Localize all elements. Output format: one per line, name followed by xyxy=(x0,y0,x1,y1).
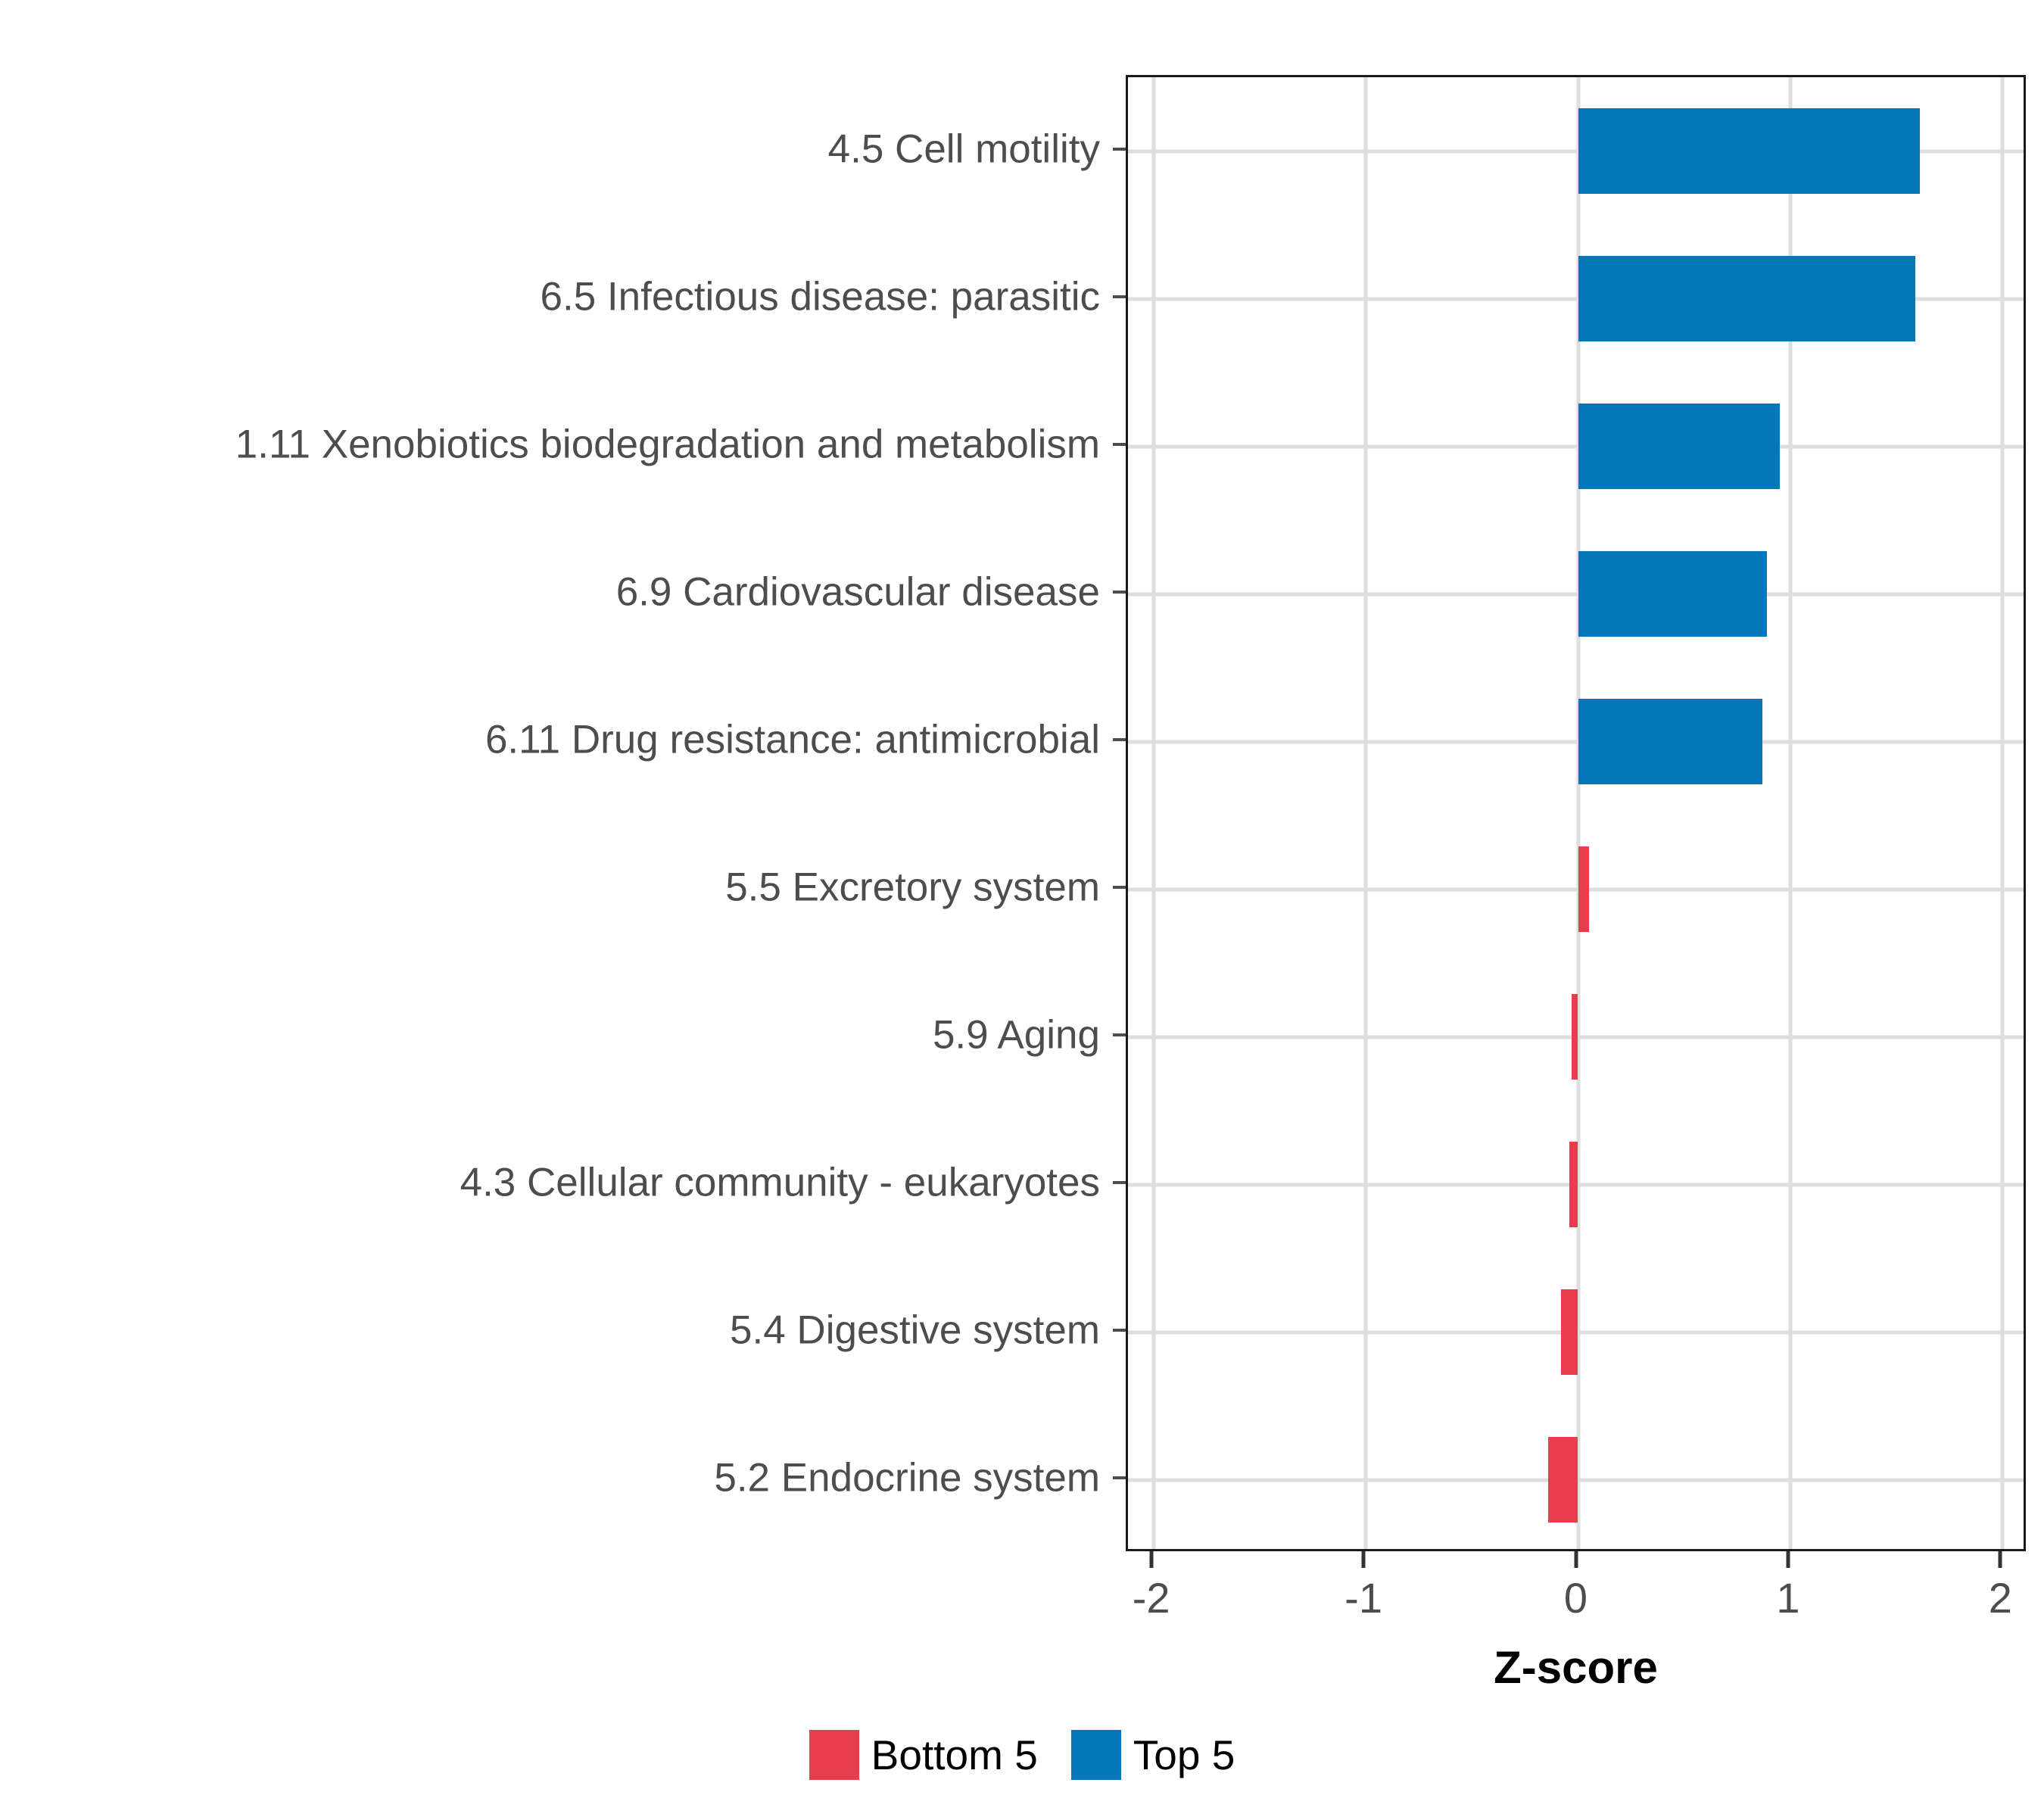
y-axis-tick-mark xyxy=(1113,1476,1126,1479)
x-axis-tick-label: 1 xyxy=(1776,1574,1800,1622)
y-gridline xyxy=(1128,740,2024,743)
y-axis-tick-label: 6.5 Infectious disease: parasitic xyxy=(540,274,1100,319)
x-gridline xyxy=(2000,77,2005,1549)
x-axis-tick-label: -2 xyxy=(1132,1574,1170,1622)
x-axis-tick-mark xyxy=(1998,1551,2002,1568)
plot-panel xyxy=(1126,75,2026,1551)
x-gridline xyxy=(1363,77,1368,1549)
y-axis-tick-label: 5.5 Excretory system xyxy=(725,865,1100,909)
plot-area xyxy=(1128,77,2024,1549)
y-axis-tick-mark xyxy=(1113,1180,1126,1184)
y-gridline xyxy=(1128,592,2024,596)
y-gridline xyxy=(1128,887,2024,891)
y-axis-tick-label: 5.4 Digestive system xyxy=(730,1307,1100,1352)
bar xyxy=(1572,993,1578,1080)
x-axis-tick-mark xyxy=(1574,1551,1578,1568)
legend-label-bottom5: Bottom 5 xyxy=(871,1731,1038,1778)
legend-swatch-bottom5 xyxy=(809,1730,859,1780)
y-gridline xyxy=(1128,444,2024,448)
y-axis-tick-mark xyxy=(1113,1033,1126,1036)
legend-label-top5: Top 5 xyxy=(1133,1731,1235,1778)
bar xyxy=(1578,550,1768,637)
x-axis-tick-label: 0 xyxy=(1563,1574,1588,1622)
y-gridline xyxy=(1128,297,2024,301)
y-axis-tick-label: 5.9 Aging xyxy=(932,1012,1100,1057)
y-gridline xyxy=(1128,149,2024,153)
y-axis-tick-label: 6.9 Cardiovascular disease xyxy=(615,569,1100,614)
y-axis-tick-label: 6.11 Drug resistance: antimicrobial xyxy=(485,717,1100,762)
legend-swatch-top5 xyxy=(1070,1730,1121,1780)
x-axis-tick-mark xyxy=(1361,1551,1366,1568)
y-axis-tick-mark xyxy=(1113,885,1126,889)
bar xyxy=(1548,1436,1578,1523)
x-axis-title: Z-score xyxy=(1494,1642,1658,1693)
y-axis-tick-label: 5.2 Endocrine system xyxy=(714,1455,1100,1500)
bar xyxy=(1578,255,1916,342)
bar xyxy=(1569,1141,1578,1228)
x-gridline xyxy=(1151,77,1156,1549)
y-axis-tick-mark xyxy=(1113,442,1126,446)
bar xyxy=(1578,108,1920,195)
chart-legend: Bottom 5 Top 5 xyxy=(0,1730,2044,1780)
y-axis-tick-label: 4.5 Cell motility xyxy=(827,126,1100,171)
x-axis-tick-label: -1 xyxy=(1344,1574,1382,1622)
y-axis-tick-mark xyxy=(1113,295,1126,298)
x-axis-tick-mark xyxy=(1149,1551,1154,1568)
x-axis-tick-label: 2 xyxy=(1988,1574,2012,1622)
y-axis-tick-mark xyxy=(1113,737,1126,741)
y-axis-tick-mark xyxy=(1113,147,1126,151)
y-axis-tick-mark xyxy=(1113,1328,1126,1332)
bar xyxy=(1578,698,1763,785)
y-axis-tick-mark xyxy=(1113,590,1126,594)
y-axis-tick-label: 1.11 Xenobiotics biodegradation and meta… xyxy=(235,422,1100,466)
bar xyxy=(1561,1289,1578,1376)
x-axis-tick-mark xyxy=(1786,1551,1790,1568)
y-axis-tick-label: 4.3 Cellular community - eukaryotes xyxy=(460,1160,1100,1205)
legend-item-top5[interactable]: Top 5 xyxy=(1070,1730,1235,1780)
x-gridline xyxy=(1576,77,1580,1549)
bar xyxy=(1578,846,1589,933)
x-gridline xyxy=(1788,77,1793,1549)
legend-item-bottom5[interactable]: Bottom 5 xyxy=(809,1730,1038,1780)
bar xyxy=(1578,403,1780,490)
